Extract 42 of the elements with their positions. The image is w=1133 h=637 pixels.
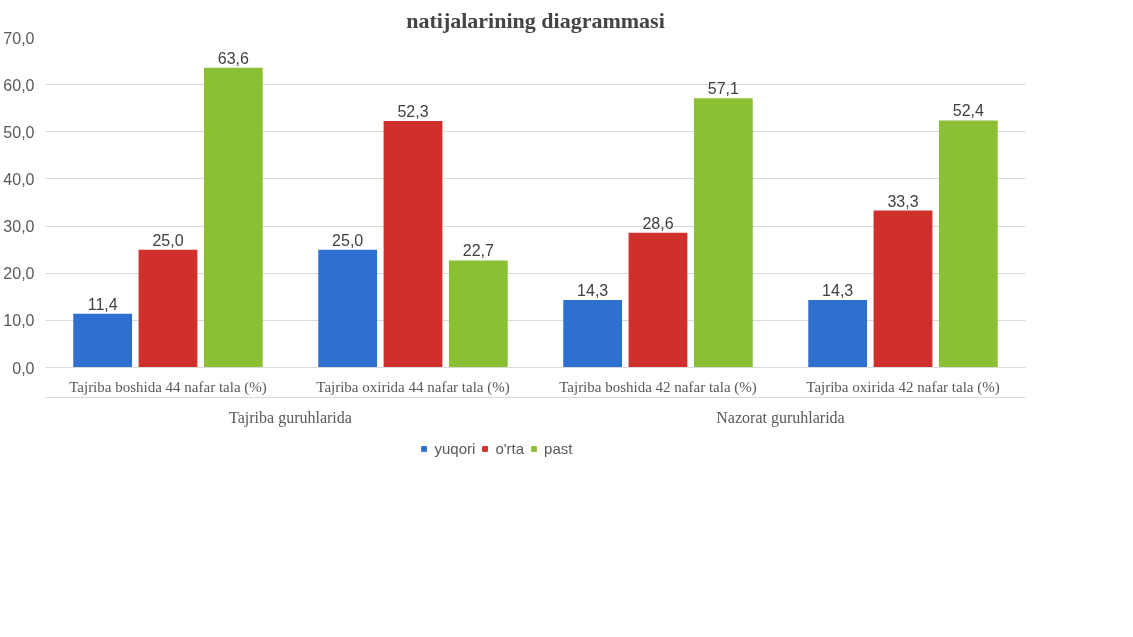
- bar: [938, 120, 998, 368]
- data-label: 25,0: [332, 231, 364, 249]
- bar: [563, 300, 623, 368]
- data-label: 28,6: [642, 214, 674, 232]
- x-tick-label: Tajriba boshida 42 nafar tala (%): [559, 378, 757, 396]
- y-tick-label: 60,0: [3, 76, 35, 94]
- y-tick-label: 70,0: [3, 29, 35, 47]
- data-label: 63,6: [217, 49, 250, 67]
- bar: [448, 260, 508, 368]
- x-tick-label: Tajriba boshida 44 nafar tala (%): [69, 378, 267, 396]
- data-label: 14,3: [577, 282, 609, 300]
- y-tick-label: 40,0: [3, 170, 35, 188]
- legend-label: o'rta: [495, 439, 525, 457]
- y-tick-label: 50,0: [3, 123, 35, 141]
- bar: [808, 300, 868, 368]
- bar: [73, 313, 133, 368]
- y-tick-label: 20,0: [3, 265, 35, 283]
- bar: [138, 249, 198, 368]
- y-tick-label: 30,0: [3, 218, 35, 236]
- data-label: 25,0: [152, 231, 184, 249]
- data-label: 52,4: [952, 102, 985, 120]
- x-tick-label: Tajriba oxirida 44 nafar tala (%): [316, 378, 510, 396]
- bar: [873, 210, 933, 368]
- y-tick-label: 10,0: [3, 312, 35, 330]
- data-label: 33,3: [887, 192, 919, 210]
- text: Tajriba guruhlarida: [229, 408, 352, 427]
- data-label: 57,1: [707, 80, 740, 98]
- legend-label: yuqori: [434, 439, 476, 457]
- chart-title: natijalarining diagrammasi: [406, 7, 665, 33]
- bar: [318, 249, 378, 368]
- bar: [628, 232, 688, 368]
- data-label: 22,7: [462, 242, 495, 260]
- bar: [693, 98, 753, 368]
- data-label: 14,3: [822, 282, 854, 300]
- bar: [203, 67, 263, 368]
- bar: [383, 120, 443, 368]
- data-label: 11,4: [87, 295, 118, 313]
- text: Nazorat guruhlarida: [716, 408, 845, 427]
- y-tick-label: 0,0: [12, 359, 35, 377]
- legend-label: past: [544, 439, 573, 457]
- data-label: 52,3: [397, 102, 429, 120]
- x-tick-label: Tajriba oxirida 42 nafar tala (%): [806, 378, 1000, 396]
